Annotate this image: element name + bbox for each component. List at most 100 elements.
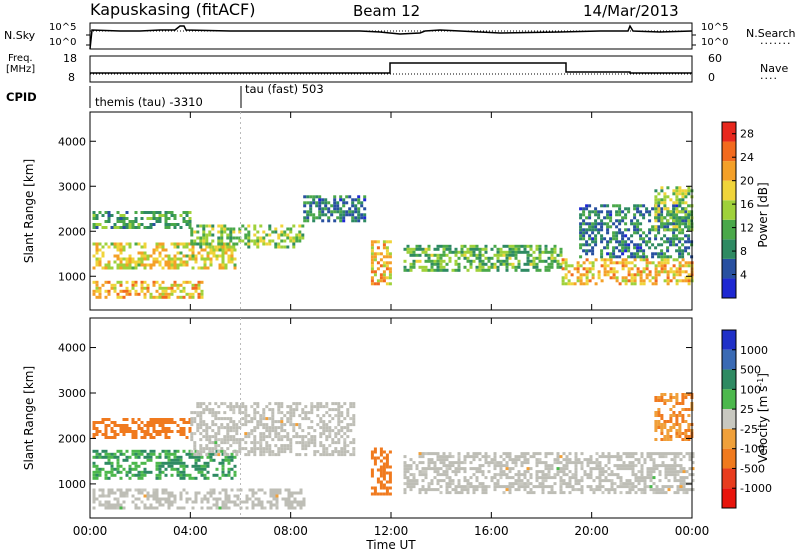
power-cell [582, 222, 586, 226]
power-cell [98, 260, 102, 264]
power-cell [594, 237, 598, 241]
velocity-cell [107, 424, 111, 427]
power-cell [119, 266, 123, 270]
velocity-cell [337, 423, 341, 427]
power-cell [167, 211, 171, 214]
velocity-cell [325, 435, 329, 439]
power-cell [406, 244, 410, 248]
x-tick-label: 12:00 [374, 524, 409, 538]
power-cell [268, 224, 272, 228]
power-cell [442, 265, 446, 269]
power-cell [645, 255, 649, 259]
velocity-cell [652, 476, 656, 480]
power-cell [388, 261, 392, 265]
power-cell [315, 201, 319, 205]
velocity-cell [676, 464, 680, 468]
power-cell [220, 233, 224, 237]
velocity-colorbar-swatch [722, 448, 736, 469]
velocity-cell [293, 500, 297, 504]
power-cell [388, 255, 392, 259]
velocity-cell [496, 473, 500, 477]
velocity-cell [268, 402, 272, 406]
power-cell [588, 237, 592, 241]
velocity-cell [652, 488, 656, 492]
velocity-cell [155, 467, 159, 471]
power-cell [430, 253, 434, 257]
velocity-cell [245, 494, 249, 498]
power-cell [666, 276, 670, 280]
velocity-cell [176, 424, 180, 427]
power-cell [669, 237, 673, 241]
velocity-cell [200, 467, 204, 471]
power-cell [678, 261, 682, 265]
velocity-cell [562, 467, 566, 471]
velocity-cell [119, 430, 123, 433]
power-cell [170, 223, 174, 226]
velocity-cell [277, 435, 281, 439]
velocity-cell [113, 430, 117, 433]
velocity-cell [208, 402, 212, 406]
velocity-cell [202, 429, 206, 433]
power-cell [253, 233, 257, 237]
velocity-cell [143, 424, 147, 427]
power-cell [657, 207, 661, 211]
velocity-cell [212, 458, 216, 462]
power-cell [651, 261, 655, 265]
power-cell [597, 210, 601, 214]
power-cell [312, 219, 316, 223]
velocity-cell [238, 441, 242, 445]
velocity-cell [101, 418, 105, 421]
frequency-panel [89, 55, 693, 83]
power-cell [354, 210, 358, 214]
power-cell [205, 239, 209, 243]
velocity-cell [194, 461, 198, 465]
power-cell [585, 267, 589, 271]
velocity-cell [678, 426, 682, 429]
velocity-cell [191, 452, 195, 456]
power-cell [221, 260, 225, 264]
velocity-cell [191, 500, 195, 504]
velocity-cell [92, 461, 96, 465]
velocity-cell [104, 433, 108, 436]
velocity-cell [101, 494, 105, 498]
power-cell [418, 244, 422, 248]
power-cell [194, 283, 198, 287]
velocity-cell [328, 444, 332, 448]
velocity-cell [101, 433, 105, 436]
power-cell [672, 189, 676, 193]
velocity-cell [259, 447, 263, 451]
velocity-cell [370, 486, 374, 490]
velocity-cell [649, 488, 653, 492]
power-cell [633, 204, 637, 208]
power-cell [280, 230, 284, 234]
velocity-cell [562, 464, 566, 468]
power-cell [164, 289, 168, 293]
power-cell [651, 276, 655, 280]
power-cell [672, 273, 676, 277]
power-cell [633, 216, 637, 220]
velocity-cell [654, 438, 658, 441]
velocity-cell [487, 464, 491, 468]
velocity-cell [179, 455, 183, 459]
power-cell [179, 257, 183, 261]
noise-right-tick-bottom: 10^0 [701, 37, 729, 48]
velocity-cell [146, 458, 150, 462]
velocity-cell [131, 473, 135, 477]
velocity-cell [684, 435, 688, 438]
velocity-cell [200, 497, 204, 501]
power-cell [370, 264, 374, 268]
power-cell [576, 261, 580, 265]
velocity-cell [146, 452, 150, 456]
velocity-cell [595, 464, 599, 468]
velocity-cell [190, 417, 194, 421]
velocity-cell [92, 464, 96, 468]
velocity-cell [116, 424, 120, 427]
velocity-cell [319, 402, 323, 406]
velocity-cell [508, 488, 512, 492]
velocity-cell [370, 450, 374, 454]
power-cell [409, 268, 413, 272]
velocity-cell [182, 433, 186, 436]
velocity-cell [316, 408, 320, 412]
power-cell [675, 237, 679, 241]
velocity-cell [137, 449, 141, 453]
